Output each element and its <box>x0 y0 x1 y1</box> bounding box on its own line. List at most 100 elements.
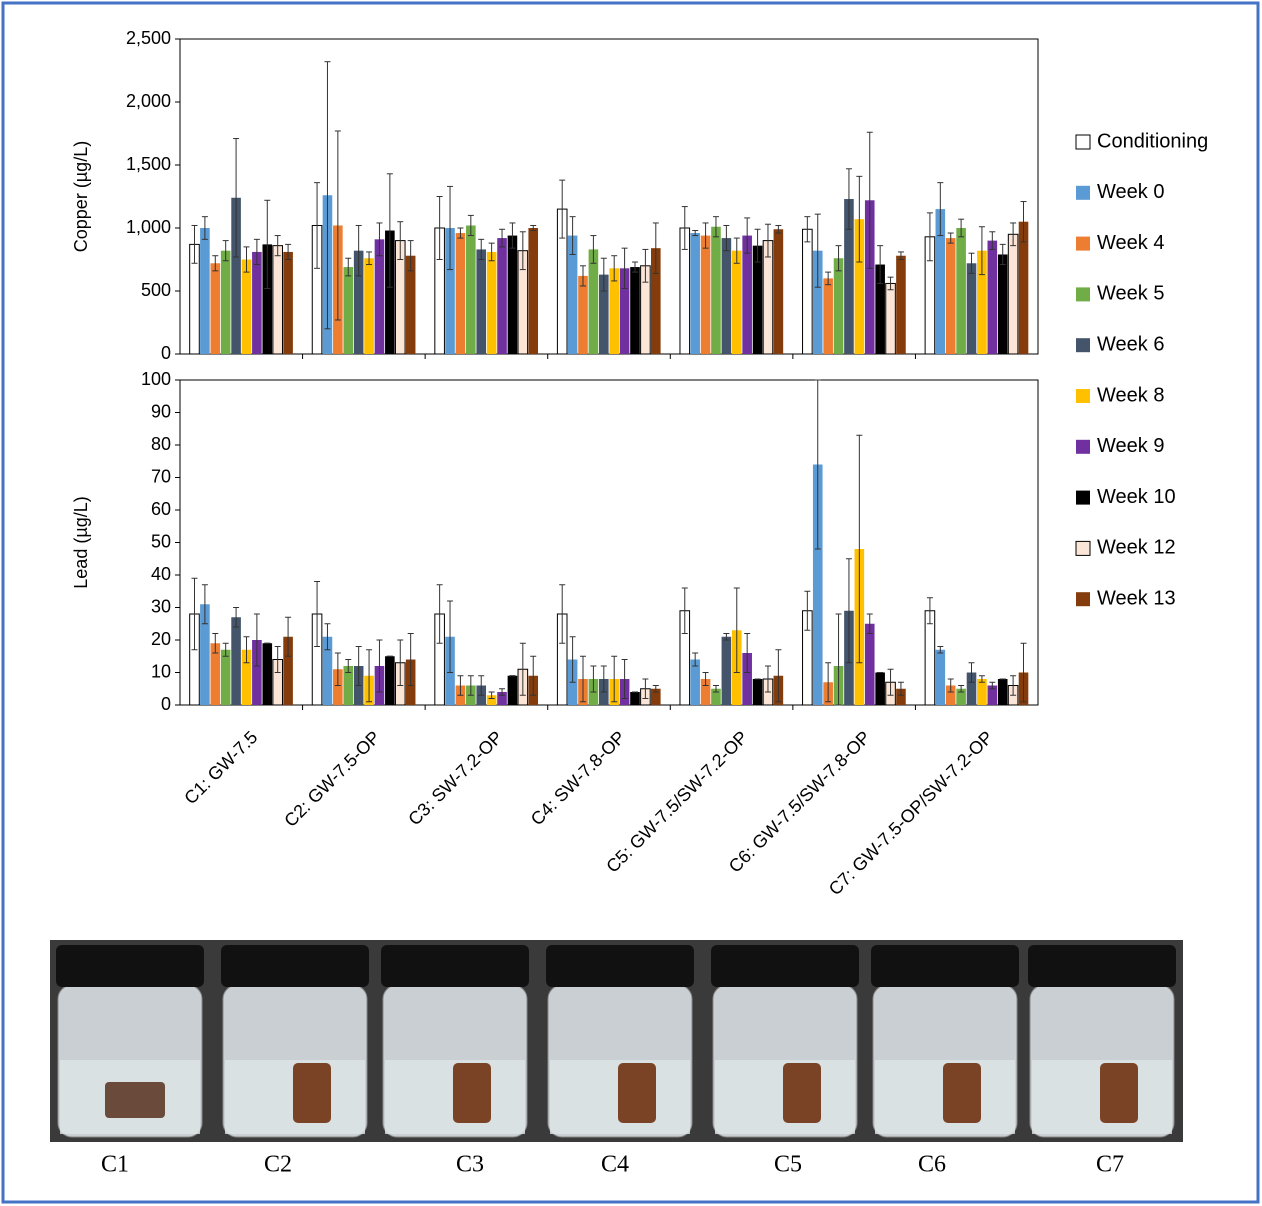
y-tick-label: 70 <box>151 466 171 486</box>
legend-label: Week 6 <box>1097 333 1164 355</box>
bar <box>466 225 476 354</box>
legend-swatch <box>1076 237 1090 251</box>
bar <box>630 692 640 705</box>
legend-swatch <box>1076 389 1090 403</box>
bar <box>988 241 998 354</box>
bar <box>946 238 956 354</box>
bar <box>364 258 374 354</box>
bar <box>711 227 721 354</box>
bar <box>998 679 1008 705</box>
bar <box>508 236 518 354</box>
photo-label: C1 <box>101 1152 129 1178</box>
bar <box>231 617 241 705</box>
bar <box>476 249 486 354</box>
bar <box>722 238 732 354</box>
photo-label: C5 <box>774 1152 802 1178</box>
bar <box>823 278 833 354</box>
bar <box>998 254 1008 354</box>
bar <box>456 233 466 354</box>
bar <box>956 228 966 354</box>
y-tick-label: 1,500 <box>126 154 171 174</box>
y-tick-label: 50 <box>151 531 171 551</box>
bar <box>528 228 538 354</box>
bar <box>273 246 283 354</box>
bar <box>242 260 252 355</box>
y-tick-label: 20 <box>151 629 171 649</box>
y-tick-label: 80 <box>151 434 171 454</box>
bar <box>487 252 497 354</box>
bar <box>200 228 210 354</box>
bar <box>701 236 711 354</box>
legend-label: Week 9 <box>1097 435 1164 457</box>
bar <box>967 263 977 354</box>
bar <box>753 679 763 705</box>
bar <box>578 276 588 354</box>
bar <box>936 650 946 705</box>
bar <box>630 267 640 354</box>
bar <box>690 233 700 354</box>
y-tick-label: 2,500 <box>126 28 171 48</box>
bar <box>1008 234 1018 354</box>
figure: 05001,0001,5002,0002,500Copper (µg/L)Con… <box>0 0 1262 1206</box>
bar <box>732 251 742 354</box>
bar <box>221 251 231 354</box>
legend-swatch <box>1076 135 1090 149</box>
y-tick-label: 500 <box>141 280 171 300</box>
jar-lid <box>871 945 1019 987</box>
legend-label: Week 12 <box>1097 537 1176 559</box>
photo-label: C6 <box>918 1152 946 1178</box>
copper-coupon <box>105 1082 165 1118</box>
bar <box>497 238 507 354</box>
copper-coupon <box>453 1063 491 1123</box>
bar <box>375 239 385 354</box>
photo-label: C4 <box>601 1152 629 1178</box>
copper-coupon <box>293 1063 331 1123</box>
bar <box>283 252 293 354</box>
bar <box>925 611 935 705</box>
legend-label: Week 13 <box>1097 587 1176 609</box>
legend-label: Week 10 <box>1097 486 1176 508</box>
photo-label: C2 <box>264 1152 292 1178</box>
legend-swatch <box>1076 186 1090 200</box>
jar-lid <box>221 945 369 987</box>
y-axis-label: Lead (µg/L) <box>71 496 91 588</box>
y-tick-label: 2,000 <box>126 91 171 111</box>
y-tick-label: 0 <box>161 694 171 714</box>
jar-lid <box>711 945 859 987</box>
bar <box>803 229 813 354</box>
bar <box>508 676 518 705</box>
y-tick-label: 1,000 <box>126 217 171 237</box>
copper-coupon <box>618 1063 656 1123</box>
y-tick-label: 100 <box>141 369 171 389</box>
bar <box>834 258 844 354</box>
bar <box>262 643 272 705</box>
photo-label: C3 <box>456 1152 484 1178</box>
legend-swatch <box>1076 440 1090 454</box>
legend-swatch <box>1076 592 1090 606</box>
y-tick-label: 40 <box>151 564 171 584</box>
copper-coupon <box>783 1063 821 1123</box>
photo-strip <box>50 940 1183 1142</box>
bar <box>896 256 906 354</box>
legend-swatch <box>1076 338 1090 352</box>
bar <box>875 673 885 706</box>
y-tick-label: 10 <box>151 661 171 681</box>
bar <box>589 249 599 354</box>
bar <box>221 650 231 705</box>
y-tick-label: 90 <box>151 401 171 421</box>
jar-lid <box>381 945 529 987</box>
copper-coupon <box>1100 1063 1138 1123</box>
bar <box>210 263 220 354</box>
bar <box>886 283 896 354</box>
jar-lid <box>56 945 204 987</box>
legend-label: Week 0 <box>1097 181 1164 203</box>
copper-coupon <box>943 1063 981 1123</box>
legend-swatch <box>1076 491 1090 505</box>
legend-swatch <box>1076 541 1090 555</box>
bar <box>343 267 353 354</box>
bar <box>722 637 732 705</box>
legend-swatch <box>1076 287 1090 301</box>
legend-label: Week 8 <box>1097 384 1164 406</box>
bar <box>385 656 395 705</box>
y-tick-label: 60 <box>151 499 171 519</box>
